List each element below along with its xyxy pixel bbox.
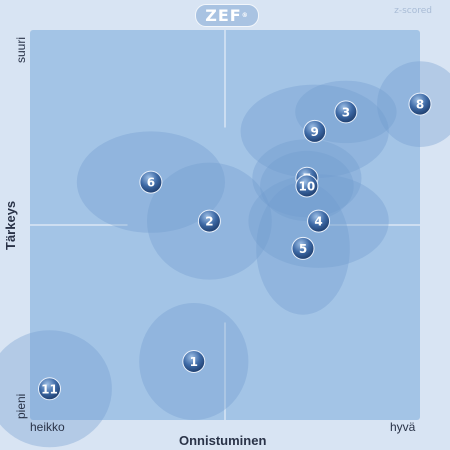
point-marker-10[interactable]: 10 xyxy=(295,174,319,198)
zef-logo: ZEF® xyxy=(195,4,259,27)
marker-circle xyxy=(291,236,315,260)
y-axis-low-label: pieni xyxy=(14,393,28,419)
marker-label: 1 xyxy=(190,355,198,369)
point-marker-11[interactable]: 11 xyxy=(38,377,61,401)
logo-text: ZEF xyxy=(205,6,242,25)
marker-label: 6 xyxy=(147,176,155,190)
registered-mark: ® xyxy=(241,12,249,19)
point-marker-1[interactable]: 1 xyxy=(182,350,206,373)
marker-circle xyxy=(38,377,61,401)
marker-label: 5 xyxy=(299,242,307,256)
marker-circle xyxy=(303,119,327,143)
marker-label: 10 xyxy=(299,180,316,194)
point-marker-6[interactable]: 6 xyxy=(139,170,163,194)
point-marker-2[interactable]: 2 xyxy=(197,209,221,233)
marker-label: 4 xyxy=(314,215,322,229)
point-marker-5[interactable]: 5 xyxy=(291,236,315,260)
marker-circle xyxy=(408,92,432,116)
point-marker-8[interactable]: 8 xyxy=(408,92,432,116)
marker-label: 9 xyxy=(311,125,319,139)
mode-label: z-scored xyxy=(394,6,432,16)
marker-circle xyxy=(307,209,331,233)
marker-label: 8 xyxy=(416,98,424,112)
marker-circle xyxy=(139,170,163,194)
y-axis-high-label: suuri xyxy=(14,36,28,63)
point-markers: 1234567891110 xyxy=(38,92,432,401)
x-axis-low-label: heikko xyxy=(30,420,65,434)
marker-label: 11 xyxy=(41,382,58,396)
marker-label: 3 xyxy=(342,105,350,119)
x-axis-high-label: hyvä xyxy=(390,420,416,434)
marker-circle xyxy=(295,174,319,198)
point-marker-9[interactable]: 9 xyxy=(303,119,327,143)
marker-label: 2 xyxy=(205,215,213,229)
point-marker-4[interactable]: 4 xyxy=(307,209,331,233)
marker-circle xyxy=(334,100,358,124)
marker-circle xyxy=(182,350,206,373)
point-marker-3[interactable]: 3 xyxy=(334,100,358,124)
x-axis-title: Onnistuminen xyxy=(179,433,267,448)
y-axis-title: Tärkeys xyxy=(3,200,18,250)
marker-circle xyxy=(197,209,221,233)
quadrant-dividers xyxy=(30,30,420,420)
